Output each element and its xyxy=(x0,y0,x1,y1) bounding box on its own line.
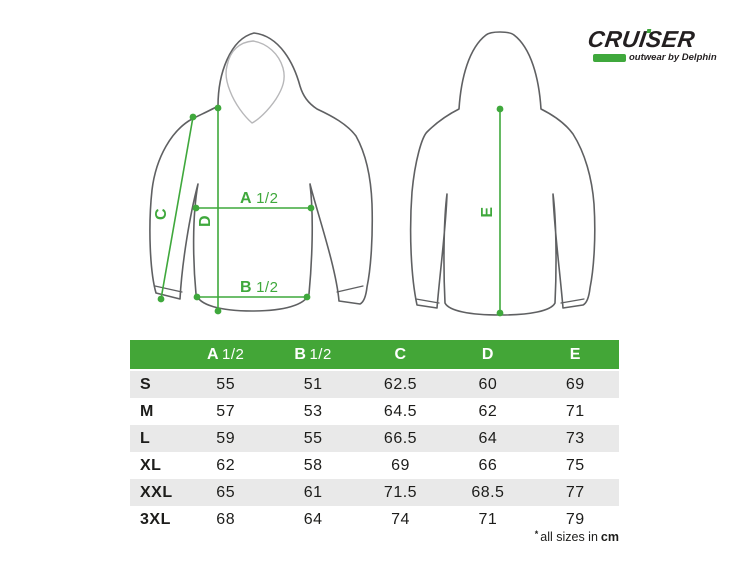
measurement-value: 57 xyxy=(216,402,236,420)
left-cuff-line xyxy=(415,298,440,304)
measurement-value: 51 xyxy=(303,375,323,393)
measurement-value: 64 xyxy=(303,510,323,528)
column-header: D xyxy=(481,345,494,363)
brand-name: CRUISER xyxy=(586,26,697,52)
measure-dot xyxy=(307,204,315,212)
size-table-row: L 59 55 66.5 64 73 xyxy=(130,425,619,452)
size-table-row: 3XL 68 64 74 71 79 xyxy=(130,506,619,533)
left-cuff-line xyxy=(154,285,183,293)
size-table-row: S 55 51 62.5 60 69 xyxy=(130,371,619,398)
column-header: C xyxy=(394,345,407,363)
measure-dot xyxy=(157,295,165,303)
measurement-value: 69 xyxy=(565,375,585,393)
measure-dot xyxy=(193,293,201,301)
size-label: L xyxy=(140,429,151,447)
measurement-value: 59 xyxy=(216,429,236,447)
measure-label-a: A 1/2 xyxy=(240,190,278,207)
measurement-value: 68 xyxy=(216,510,236,528)
size-table-row: XXL 65 61 71.5 68.5 77 xyxy=(130,479,619,506)
measurement-value: 66.5 xyxy=(383,429,418,447)
measurement-value: 64 xyxy=(478,429,498,447)
footnote-unit: cm xyxy=(600,530,619,544)
measurement-value: 55 xyxy=(216,375,236,393)
measurement-value: 60 xyxy=(478,375,498,393)
hood-opening-line xyxy=(225,40,285,124)
measurement-value: 71 xyxy=(565,402,585,420)
right-cuff-line xyxy=(560,298,585,304)
right-cuff-line xyxy=(336,285,364,293)
measurement-value: 75 xyxy=(565,456,585,474)
measure-line-c xyxy=(160,116,194,300)
column-header: A 1/2 xyxy=(206,345,245,363)
size-table: A 1/2 B 1/2 C D E S 55 51 62.5 60 69 M 57 53 64.5 62 7… xyxy=(130,340,619,533)
footnote-asterisk: * xyxy=(534,529,539,539)
measurement-value: 61 xyxy=(303,483,323,501)
size-table-body: S 55 51 62.5 60 69 M 57 53 64.5 62 71 L 59 55 66.5… xyxy=(130,371,619,533)
logo-i-tittle xyxy=(646,29,652,33)
column-header: B 1/2 xyxy=(294,345,332,363)
measurement-value: 62.5 xyxy=(383,375,418,393)
measurement-value: 62 xyxy=(478,402,498,420)
measurement-value: 58 xyxy=(303,456,323,474)
measure-dot xyxy=(496,309,504,317)
measurement-value: 69 xyxy=(391,456,410,474)
size-table-header-row: A 1/2 B 1/2 C D E xyxy=(130,340,619,369)
measure-dot xyxy=(214,307,222,315)
size-label: 3XL xyxy=(140,510,171,528)
measure-dot xyxy=(214,104,222,112)
measure-dot xyxy=(303,293,311,301)
logo-green-badge xyxy=(593,53,626,62)
footnote-text: all sizes in xyxy=(540,530,598,544)
size-table-row: XL 62 58 69 66 75 xyxy=(130,452,619,479)
hoodie-back-diagram: E xyxy=(409,31,596,317)
hoodie-front-diagram: C D A 1/2 B 1/2 xyxy=(149,32,374,315)
hoodie-front-outline xyxy=(149,32,374,312)
brand-tagline: outwear by Delphin xyxy=(629,52,717,63)
measurement-value: 53 xyxy=(303,402,323,420)
measurement-value: 79 xyxy=(565,510,585,528)
brand-logo: CRUISER outwear by Delphin xyxy=(586,26,728,63)
size-label: XL xyxy=(140,456,162,474)
measure-dot xyxy=(496,105,504,113)
measurement-value: 77 xyxy=(565,483,585,501)
size-label: M xyxy=(140,402,154,420)
measure-label-d: D xyxy=(197,215,214,227)
size-label: S xyxy=(140,375,152,393)
measurement-value: 71 xyxy=(478,510,498,528)
measurement-value: 64.5 xyxy=(383,402,418,420)
measurement-value: 55 xyxy=(303,429,323,447)
measurement-value: 73 xyxy=(565,429,585,447)
measurement-value: 62 xyxy=(216,456,236,474)
measure-dot xyxy=(189,113,197,121)
measurement-value: 65 xyxy=(216,483,236,501)
column-header: E xyxy=(569,345,581,363)
measurement-value: 68.5 xyxy=(471,483,505,501)
measurement-value: 66 xyxy=(478,456,498,474)
measure-label-e: E xyxy=(479,206,496,217)
measure-label-c: C xyxy=(153,208,170,220)
measurement-value: 71.5 xyxy=(383,483,418,501)
size-table-row: M 57 53 64.5 62 71 xyxy=(130,398,619,425)
units-footnote: * all sizes in cm xyxy=(130,529,619,544)
measure-label-b: B 1/2 xyxy=(240,279,278,296)
hoodie-back-outline xyxy=(409,31,596,316)
measurement-value: 74 xyxy=(391,510,410,528)
measure-dot xyxy=(192,204,200,212)
size-label: XXL xyxy=(140,483,173,501)
